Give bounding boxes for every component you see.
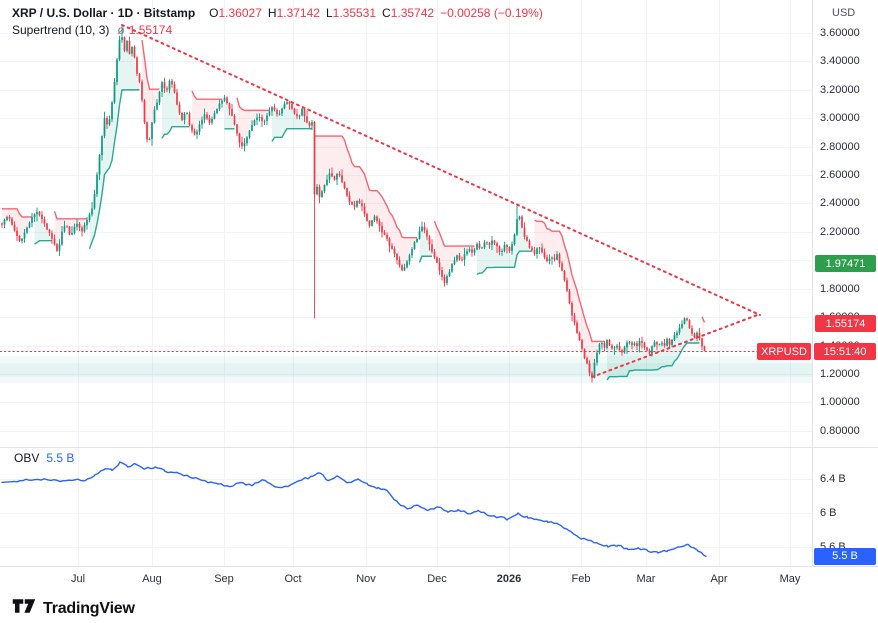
chart-legend: XRP / U.S. Dollar · 1D · Bitstamp O1.3602… bbox=[12, 5, 543, 39]
obv-legend[interactable]: OBV 5.5 B bbox=[14, 451, 74, 465]
symbol-legend-row[interactable]: XRP / U.S. Dollar · 1D · Bitstamp O1.3602… bbox=[12, 5, 543, 22]
time-tick-label: Aug bbox=[142, 573, 162, 585]
time-tick-label: Apr bbox=[710, 573, 728, 585]
time-tick-label: May bbox=[779, 573, 801, 585]
obv-current-value: 5.5 B bbox=[46, 451, 75, 465]
supertrend-value-badge: 1.55174 bbox=[815, 315, 876, 333]
obv-indicator-name[interactable]: OBV bbox=[14, 451, 40, 465]
time-tick-label: Sep bbox=[214, 573, 234, 585]
close-value: 1.35742 bbox=[390, 6, 435, 20]
tradingview-logo-icon bbox=[12, 597, 36, 620]
price-tick-label: 3.40000 bbox=[820, 55, 860, 68]
price-tick-label: 2.60000 bbox=[820, 169, 860, 182]
countdown-badge: 15:51:40 bbox=[814, 343, 876, 361]
open-value: 1.36027 bbox=[218, 6, 262, 20]
symbol-price-badge: XRPUSD bbox=[757, 343, 811, 361]
indicator-name[interactable]: Supertrend (10, 3) bbox=[12, 23, 110, 37]
obv-tick-label: 6.4 B bbox=[820, 473, 846, 485]
price-tick-label: 3.20000 bbox=[820, 83, 860, 96]
low-value: 1.35531 bbox=[332, 6, 377, 20]
price-tick-label: 3.00000 bbox=[820, 112, 860, 125]
time-tick-label: Nov bbox=[356, 573, 376, 585]
time-tick-label: Oct bbox=[284, 573, 302, 585]
price-tick-label: 2.20000 bbox=[820, 225, 860, 238]
price-tick-label: 1.00000 bbox=[820, 396, 860, 409]
change-value: −0.00258 (−0.19%) bbox=[440, 6, 543, 20]
tradingview-logo[interactable]: TradingView bbox=[12, 597, 135, 620]
time-tick-label: Mar bbox=[636, 573, 656, 585]
price-chart-canvas[interactable] bbox=[0, 0, 878, 567]
symbol-title[interactable]: XRP / U.S. Dollar · 1D · Bitstamp bbox=[12, 6, 196, 20]
time-tick-label: Feb bbox=[571, 573, 591, 585]
low-label: L bbox=[325, 6, 333, 20]
high-label: H bbox=[267, 6, 277, 20]
indicator-value: 1.55174 bbox=[128, 23, 173, 37]
average-symbol: ø bbox=[117, 23, 125, 37]
price-tick-label: 3.60000 bbox=[820, 27, 860, 39]
currency-label: USD bbox=[832, 7, 856, 19]
close-label: C bbox=[382, 6, 391, 20]
price-tick-label: 2.80000 bbox=[820, 140, 860, 153]
time-tick-label: 2026 bbox=[496, 573, 522, 585]
high-value: 1.37142 bbox=[276, 6, 320, 20]
price-tick-label: 1.80000 bbox=[820, 282, 860, 295]
obv-value-badge: 5.5 B bbox=[814, 547, 876, 565]
price-tick-label: 0.80000 bbox=[820, 424, 860, 437]
price-level-badge-green: 1.97471 bbox=[815, 255, 876, 273]
price-tick-label: 2.40000 bbox=[820, 197, 860, 210]
time-tick-label: Dec bbox=[427, 573, 447, 585]
obv-tick-label: 6 B bbox=[820, 507, 837, 519]
open-label: O bbox=[209, 6, 219, 20]
indicator-legend-row[interactable]: Supertrend (10, 3) ø 1.55174 bbox=[12, 22, 543, 39]
price-tick-label: 1.20000 bbox=[820, 367, 860, 380]
tradingview-logo-text: TradingView bbox=[43, 599, 135, 617]
time-tick-label: Jul bbox=[70, 573, 86, 585]
